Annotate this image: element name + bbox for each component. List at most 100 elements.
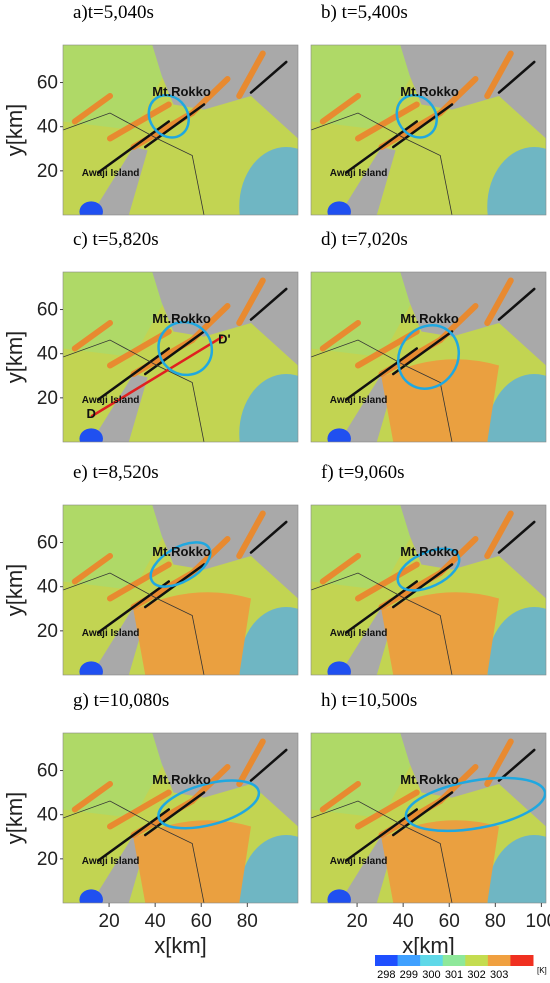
cold-zone	[327, 428, 351, 442]
land	[400, 45, 546, 139]
warm-zone	[381, 820, 499, 903]
x-tick-label: 20	[347, 911, 368, 932]
island	[339, 607, 396, 675]
cold-zone	[487, 607, 546, 675]
y-tick-label: 60	[37, 73, 58, 94]
annotation: Mt.Rokko	[152, 544, 211, 559]
panel-title: e) t=8,520s	[73, 462, 159, 483]
warm-zone	[381, 359, 499, 442]
annotation: Mt.Rokko	[400, 311, 459, 326]
front	[249, 520, 288, 554]
y-tick-label: 40	[37, 805, 58, 826]
highlight	[149, 541, 212, 588]
island	[91, 147, 148, 215]
front	[497, 60, 536, 94]
colorbar-label: 302	[467, 969, 485, 981]
cold-zone	[327, 889, 351, 903]
streak	[71, 93, 113, 125]
annotation: Awaji Island	[82, 395, 140, 406]
panel-title: f) t=9,060s	[321, 462, 405, 483]
highlight	[157, 320, 214, 377]
front	[345, 808, 418, 862]
front	[497, 748, 536, 782]
streak	[107, 789, 172, 830]
map: Mt.Rokko Awaji Island	[311, 272, 546, 442]
colorbar-label: 300	[422, 969, 440, 981]
streak	[107, 328, 172, 369]
colorbar-segment	[487, 955, 511, 966]
front	[97, 808, 170, 862]
highlight	[404, 776, 546, 833]
colorbar-segment	[510, 955, 534, 966]
streak	[319, 781, 361, 813]
annotation: Awaji Island	[330, 395, 388, 406]
annotation: Awaji Island	[82, 628, 140, 639]
y-tick-label: 20	[37, 849, 58, 870]
annotation: Awaji Island	[330, 856, 388, 867]
annotation: Awaji Island	[330, 168, 388, 179]
colorbar-segment	[442, 955, 466, 966]
coast	[311, 339, 453, 442]
y-tick-label: 60	[37, 761, 58, 782]
front	[497, 287, 536, 321]
cold-zone	[79, 889, 103, 903]
island	[339, 374, 396, 442]
front	[249, 60, 288, 94]
land	[152, 505, 298, 599]
front	[345, 347, 418, 401]
cold-zone	[487, 835, 546, 903]
y-tick-label: 20	[37, 161, 58, 182]
annotation: Awaji Island	[82, 168, 140, 179]
streak	[236, 277, 266, 326]
y-tick-label: 60	[37, 533, 58, 554]
annotation: D	[87, 406, 96, 421]
frame	[62, 504, 299, 676]
section-line	[90, 335, 224, 418]
map: Mt.Rokko Awaji Island	[311, 733, 546, 903]
front	[144, 103, 206, 149]
colorbar-label: 299	[400, 969, 418, 981]
frame	[310, 271, 547, 443]
colorbar-segment	[375, 955, 399, 966]
x-tick-label: 60	[439, 911, 460, 932]
frame	[62, 44, 299, 216]
panel-title: a)t=5,040s	[73, 2, 154, 23]
annotation: Awaji Island	[82, 856, 140, 867]
coast	[63, 112, 205, 215]
y-tick-label: 20	[37, 621, 58, 642]
front	[97, 347, 170, 401]
highlight	[157, 779, 261, 830]
land	[400, 505, 546, 599]
streak	[484, 50, 514, 99]
island	[91, 607, 148, 675]
front	[392, 103, 454, 149]
annotation: Mt.Rokko	[400, 544, 459, 559]
land	[400, 272, 546, 366]
map: Mt.Rokko Awaji Island	[63, 45, 298, 215]
streak	[107, 561, 172, 602]
coast	[311, 572, 453, 675]
streak	[236, 510, 266, 559]
x-tick-label: 80	[237, 911, 258, 932]
front	[249, 748, 288, 782]
frame	[310, 504, 547, 676]
streak	[236, 738, 266, 787]
streak	[355, 101, 420, 142]
highlight	[396, 547, 461, 592]
cold-zone	[239, 147, 298, 215]
island	[339, 147, 396, 215]
annotation: D'	[218, 331, 230, 346]
land	[152, 45, 298, 139]
annotation: Mt.Rokko	[152, 311, 211, 326]
front	[392, 330, 454, 376]
colorbar-segment	[420, 955, 444, 966]
annotation: Mt.Rokko	[400, 772, 459, 787]
panel-title: g) t=10,080s	[73, 690, 169, 711]
map: Mt.Rokko Awaji Island	[311, 45, 546, 215]
colorbar-label: 303	[490, 969, 508, 981]
cold-zone	[79, 201, 103, 215]
y-axis-label: y[km]	[2, 331, 27, 384]
frame	[310, 732, 547, 904]
